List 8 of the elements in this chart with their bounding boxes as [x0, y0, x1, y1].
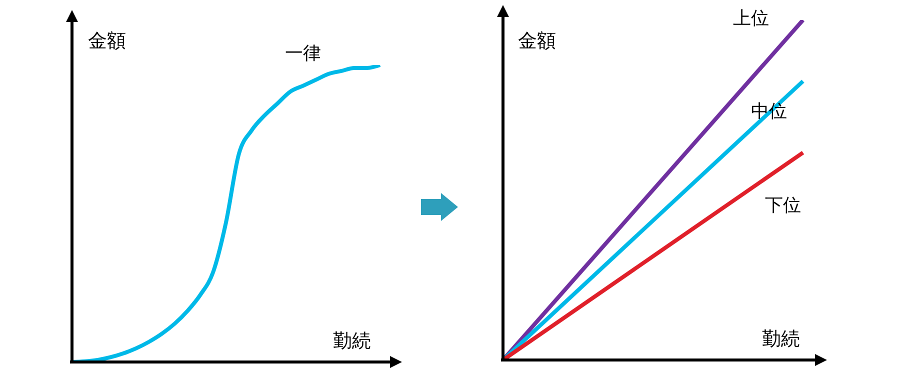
series-label: 一律	[285, 42, 321, 65]
series-label: 下位	[765, 194, 801, 217]
y-axis-title: 金額	[88, 29, 126, 54]
series-label: 上位	[733, 7, 769, 30]
x-axis-title: 勤続	[762, 327, 800, 352]
x-axis-title: 勤続	[333, 329, 371, 354]
series-label: 中位	[751, 100, 787, 124]
y-axis-title: 金額	[518, 29, 556, 54]
